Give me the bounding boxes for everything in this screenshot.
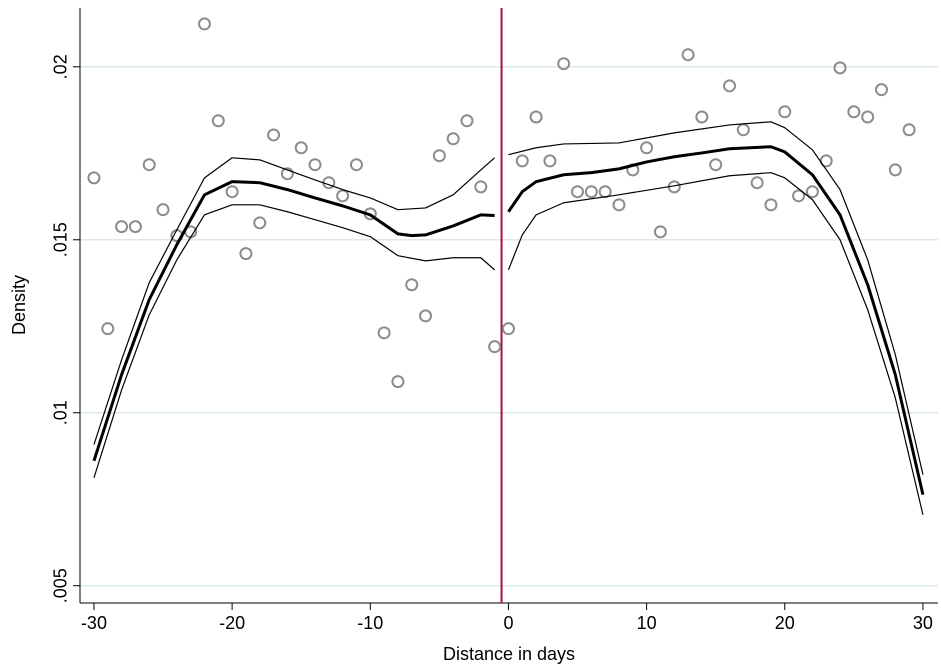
scatter-point (211, 114, 225, 128)
scatter-point (584, 185, 598, 199)
scatter-point (612, 198, 626, 212)
fit-line (508, 121, 924, 475)
scatter-point (805, 185, 819, 199)
fit-line (92, 180, 495, 462)
scatter-point (695, 110, 709, 124)
scatter-point (501, 322, 515, 336)
scatter-point (460, 114, 474, 128)
scatter-point (709, 158, 723, 172)
scatter-point (128, 220, 142, 234)
scatter-point (571, 185, 585, 199)
scatter-point (847, 105, 861, 119)
fit-line (93, 157, 496, 445)
x-tick-label: 0 (503, 613, 513, 633)
scatter-point (225, 185, 239, 199)
scatter-point (336, 189, 350, 203)
scatter-point (239, 247, 253, 261)
scatter-point (142, 158, 156, 172)
x-tick-label: 10 (637, 613, 657, 633)
scatter-point (419, 309, 433, 323)
fit-line (507, 145, 925, 496)
scatter-point (792, 189, 806, 203)
scatter-point (294, 141, 308, 155)
fit-line (93, 204, 496, 478)
scatter-point (653, 225, 667, 239)
scatter-point (736, 123, 750, 137)
scatter-point (115, 220, 129, 234)
scatter-point (87, 171, 101, 185)
x-tick-label: -30 (81, 613, 107, 633)
scatter-point (543, 154, 557, 168)
scatter-point (488, 340, 502, 354)
scatter-point (723, 79, 737, 93)
scatter-point (349, 158, 363, 172)
scatter-point (750, 176, 764, 190)
scatter-point (267, 128, 281, 142)
scatter-point (764, 198, 778, 212)
scatter-point (515, 154, 529, 168)
scatter-point (888, 163, 902, 177)
scatter-point (640, 141, 654, 155)
scatter-point (474, 180, 488, 194)
scatter-point (902, 123, 916, 137)
scatter-point (197, 17, 211, 31)
scatter-point (432, 149, 446, 163)
scatter-point (405, 278, 419, 292)
scatter-point (681, 48, 695, 62)
scatter-point (861, 110, 875, 124)
scatter-point (874, 83, 888, 97)
x-tick-label: -20 (219, 613, 245, 633)
y-axis-title: Density (9, 275, 29, 335)
scatter-point (557, 57, 571, 71)
scatter-point (598, 185, 612, 199)
y-tick-label: .015 (51, 222, 71, 257)
scatter-point (529, 110, 543, 124)
scatter-point (308, 158, 322, 172)
y-tick-label: .02 (51, 54, 71, 79)
scatter-point (391, 375, 405, 389)
scatter-point (253, 216, 267, 230)
x-tick-label: -10 (357, 613, 383, 633)
scatter-point (280, 167, 294, 181)
scatter-point (156, 203, 170, 217)
scatter-point (377, 326, 391, 340)
x-tick-label: 20 (775, 613, 795, 633)
scatter-point (778, 105, 792, 119)
scatter-point (446, 132, 460, 146)
scatter-point (101, 322, 115, 336)
y-tick-label: .01 (51, 400, 71, 425)
y-tick-label: .005 (51, 568, 71, 603)
fit-line (507, 172, 924, 515)
x-tick-label: 30 (913, 613, 933, 633)
x-axis-title: Distance in days (443, 644, 575, 664)
scatter-point (833, 61, 847, 75)
